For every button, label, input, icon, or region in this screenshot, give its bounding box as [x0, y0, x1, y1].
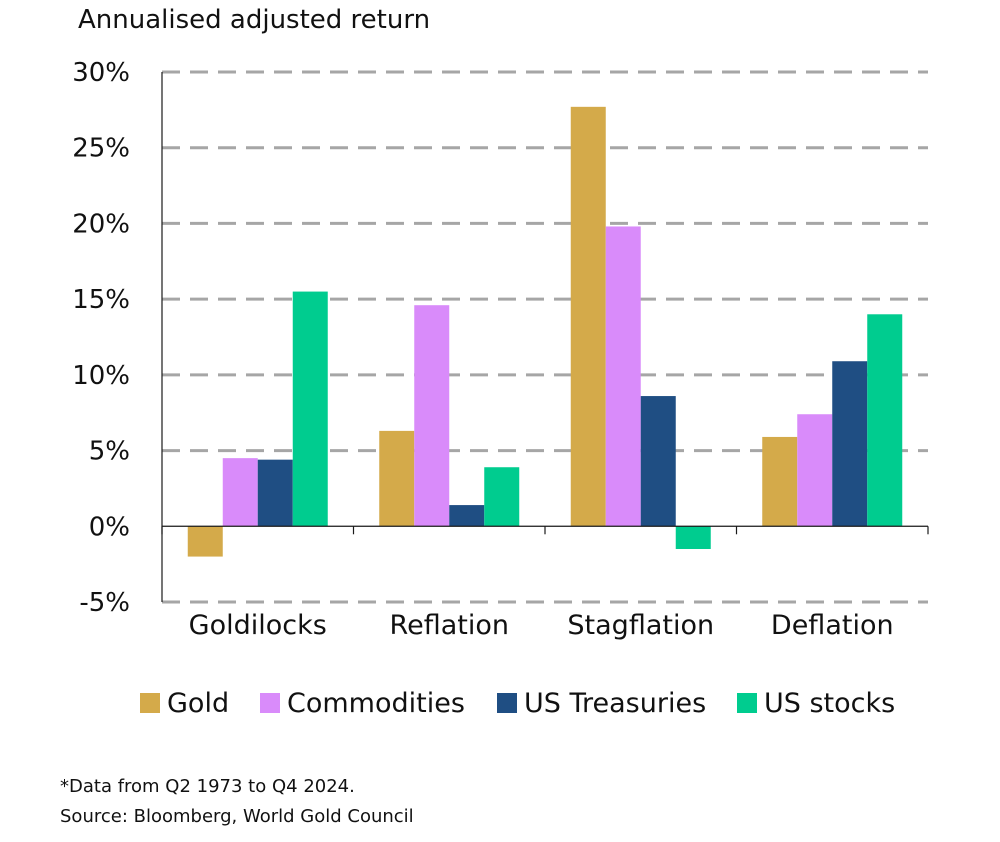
bar — [570, 106, 606, 527]
chart: Annualised adjusted return 30% 25% 20% 15% 1… — [72, 5, 929, 719]
legend-label: Gold — [167, 688, 229, 719]
footnotes: *Data from Q2 1973 to Q4 2024. Source: B… — [60, 772, 414, 832]
legend-label: US stocks — [764, 688, 895, 719]
bar — [832, 361, 868, 527]
y-tick-label: -5% — [79, 588, 130, 618]
legend-label: US Treasuries — [524, 688, 706, 719]
bar — [762, 436, 798, 527]
bar — [797, 414, 833, 527]
y-tick-label: 30% — [72, 58, 130, 88]
y-tick-label: 0% — [89, 512, 130, 542]
x-category-label: Goldilocks — [189, 610, 327, 641]
y-axis-ticks: 30% 25% 20% 15% 10% 5% 0% -5% — [72, 58, 130, 618]
bar — [449, 505, 485, 527]
bar — [867, 314, 903, 527]
y-tick-label: 25% — [72, 134, 130, 164]
x-category-label: Deflation — [771, 610, 894, 641]
bar — [675, 526, 711, 549]
legend-swatch — [497, 693, 517, 713]
bar — [414, 305, 450, 527]
data-range-note: *Data from Q2 1973 to Q4 2024. — [60, 776, 355, 797]
legend-swatch — [737, 693, 757, 713]
x-category-label: Reflation — [390, 610, 509, 641]
source-note: Source: Bloomberg, World Gold Council — [60, 806, 414, 827]
bar — [379, 430, 415, 527]
bar — [187, 526, 223, 557]
bar — [292, 291, 328, 527]
y-tick-label: 20% — [72, 209, 130, 239]
y-tick-label: 10% — [72, 361, 130, 391]
legend-label: Commodities — [287, 688, 465, 719]
x-axis — [161, 525, 929, 535]
bar — [484, 467, 520, 527]
bar — [605, 226, 641, 527]
bar — [222, 458, 258, 527]
legend-swatch — [260, 693, 280, 713]
y-axis-title: Annualised adjusted return — [78, 5, 430, 35]
category-labels: Goldilocks Reflation Stagflation Deflation — [189, 610, 894, 641]
y-tick-label: 5% — [89, 437, 130, 467]
bar — [257, 459, 293, 527]
gridlines — [161, 70, 928, 604]
y-tick-label: 15% — [72, 285, 130, 315]
legend: Gold Commodities US Treasuries US stocks — [140, 688, 895, 719]
bars — [187, 106, 903, 557]
x-category-label: Stagflation — [567, 610, 714, 641]
legend-swatch — [140, 693, 160, 713]
bar — [640, 396, 676, 527]
